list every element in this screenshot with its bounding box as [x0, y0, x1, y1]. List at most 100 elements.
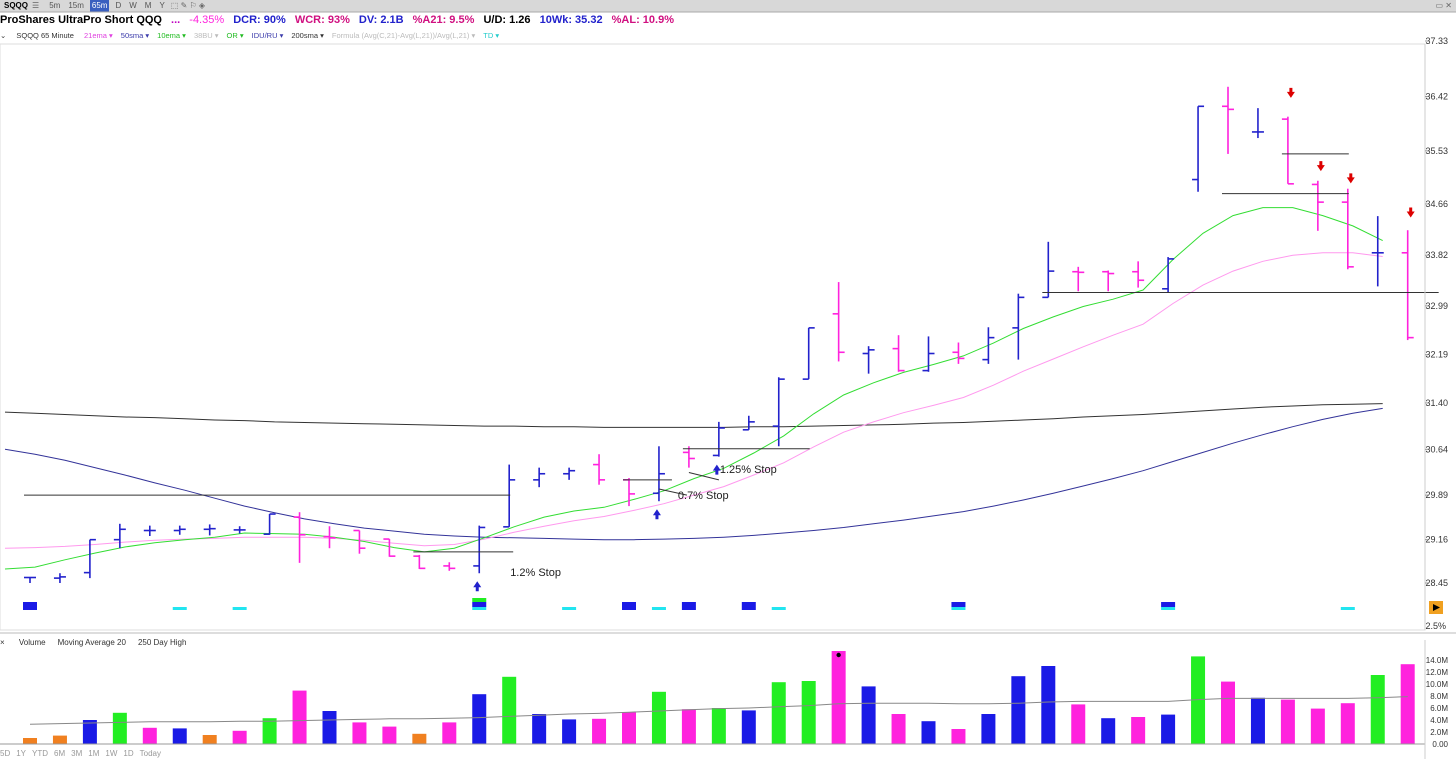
drawing-tools[interactable]: ⬚ ✎ ⚐ ◈ [170, 1, 206, 10]
ohlc-bar [593, 454, 606, 485]
stop-annotation: 1.25% Stop [720, 464, 777, 476]
signal-marker [472, 607, 487, 610]
signal-marker [562, 607, 577, 610]
timeframe-D[interactable]: D [115, 1, 122, 10]
volume-study-item[interactable]: 250 Day High [137, 638, 187, 647]
ohlc-bar [233, 526, 246, 534]
study-item[interactable]: 200sma ▾ [291, 31, 324, 40]
timeframe-15m[interactable]: 15m [68, 1, 84, 10]
stop-leader [658, 488, 688, 496]
study-item[interactable]: 50sma ▾ [120, 31, 150, 40]
signal-marker [472, 602, 487, 607]
volume-bar [1370, 675, 1385, 744]
dv-stat: DV: 2.1B [358, 14, 404, 26]
ohlc-bar [83, 538, 96, 579]
volume-bar [412, 733, 427, 744]
ohlc-bar [383, 538, 396, 557]
range-1Y[interactable]: 1Y [16, 749, 27, 758]
range-5D[interactable]: 5D [0, 749, 11, 758]
signal-marker [232, 607, 247, 610]
ohlc-bar [832, 282, 845, 362]
timeframe-5m[interactable]: 5m [49, 1, 61, 10]
ud-stat: U/D: 1.26 [483, 14, 531, 26]
close-icon[interactable]: × [0, 638, 5, 647]
signal-marker [951, 602, 966, 607]
signal-marker [1161, 602, 1176, 607]
volume-bar [1400, 664, 1415, 744]
timeframe-W[interactable]: W [129, 1, 137, 10]
top-toolbar: SQQQ ☰ 5m 15m 65m D W M Y ⬚ ✎ ⚐ ◈ ▭ ✕ [0, 0, 1456, 12]
timeframe-M[interactable]: M [144, 1, 152, 10]
more-dots[interactable]: ... [171, 14, 181, 26]
range-1D[interactable]: 1D [123, 749, 134, 758]
price-axis-label: 34.66 [1425, 199, 1448, 209]
volume-bar [502, 676, 517, 744]
signal-marker [951, 607, 966, 610]
signal-marker [681, 602, 696, 610]
volume-bar [741, 710, 756, 744]
ohlc-bar [1281, 116, 1294, 185]
ohlc-bar [952, 342, 965, 364]
volume-bar [1250, 697, 1265, 744]
window-controls[interactable]: ▭ ✕ [1435, 1, 1452, 10]
range-YTD[interactable]: YTD [32, 749, 49, 758]
signal-marker [172, 607, 187, 610]
chart-title[interactable]: SQQQ 65 Minute [16, 31, 74, 40]
ema21-line [4, 252, 1383, 549]
change-pct: -4.35% [189, 14, 225, 26]
timeframe-Y[interactable]: Y [159, 1, 165, 10]
up-arrow-icon [652, 509, 661, 520]
ohlc-bar [1222, 86, 1234, 154]
wk10-stat: 10Wk: 35.32 [539, 14, 603, 26]
ohlc-bar [1012, 293, 1025, 360]
signal-marker [771, 607, 786, 610]
timeframe-65m[interactable]: 65m [89, 0, 110, 12]
ohlc-bar [1192, 105, 1205, 192]
volume-bar [1280, 699, 1295, 744]
ohlc-bar [203, 524, 216, 536]
range-1M[interactable]: 1M [88, 749, 100, 758]
symbol-input[interactable]: SQQQ [4, 1, 29, 10]
chevron-down-icon[interactable]: ⌄ [0, 31, 7, 40]
range-selector: 5D 1Y YTD 6M 3M 1M 1W 1D Today [0, 749, 167, 759]
ohlc-bar [413, 554, 426, 570]
study-item[interactable]: 10ema ▾ [157, 31, 186, 40]
price-axis-label: 32.99 [1425, 301, 1448, 311]
range-6M[interactable]: 6M [54, 749, 66, 758]
ohlc-bar [1251, 108, 1264, 139]
range-Today[interactable]: Today [139, 749, 161, 758]
volume-bar [322, 711, 337, 744]
menu-icon[interactable]: ☰ [32, 1, 40, 10]
price-axis-label: 31.40 [1425, 398, 1448, 408]
volume-bar [681, 709, 696, 744]
study-item[interactable]: IDU/RU ▾ [251, 31, 284, 40]
volume-bar [23, 738, 37, 744]
volume-study-item[interactable]: Volume [18, 638, 46, 647]
range-1W[interactable]: 1W [105, 749, 118, 758]
volume-bar [801, 681, 816, 744]
study-item[interactable]: 38BU ▾ [193, 31, 219, 40]
study-item[interactable]: OR ▾ [226, 31, 244, 40]
volume-bar [1221, 681, 1235, 744]
study-item[interactable]: TD ▾ [483, 31, 500, 40]
volume-bar [172, 728, 187, 744]
pct-label: 2.5% [1425, 621, 1446, 631]
volume-bar [1071, 704, 1086, 744]
study-item[interactable]: 21ema ▾ [84, 31, 113, 40]
volume-bar [1161, 714, 1176, 744]
ohlc-bar [1042, 241, 1055, 299]
study-item[interactable]: Formula (Avg(C,21)-Avg(L,21))/Avg(L,21) … [331, 31, 476, 40]
up-arrow-icon [712, 464, 721, 475]
ohlc-bar [1371, 216, 1384, 287]
volume-bar [112, 712, 127, 744]
volume-study-item[interactable]: Moving Average 20 [57, 638, 126, 647]
ohlc-bar [1341, 188, 1354, 270]
ohlc-bar [24, 576, 36, 583]
volume-bar [951, 729, 966, 744]
signal-marker [472, 598, 487, 602]
price-axis-label: 37.33 [1425, 36, 1448, 46]
price-axis-label: 29.16 [1425, 535, 1448, 545]
range-3M[interactable]: 3M [71, 749, 83, 758]
ohlc-bar [712, 421, 725, 457]
